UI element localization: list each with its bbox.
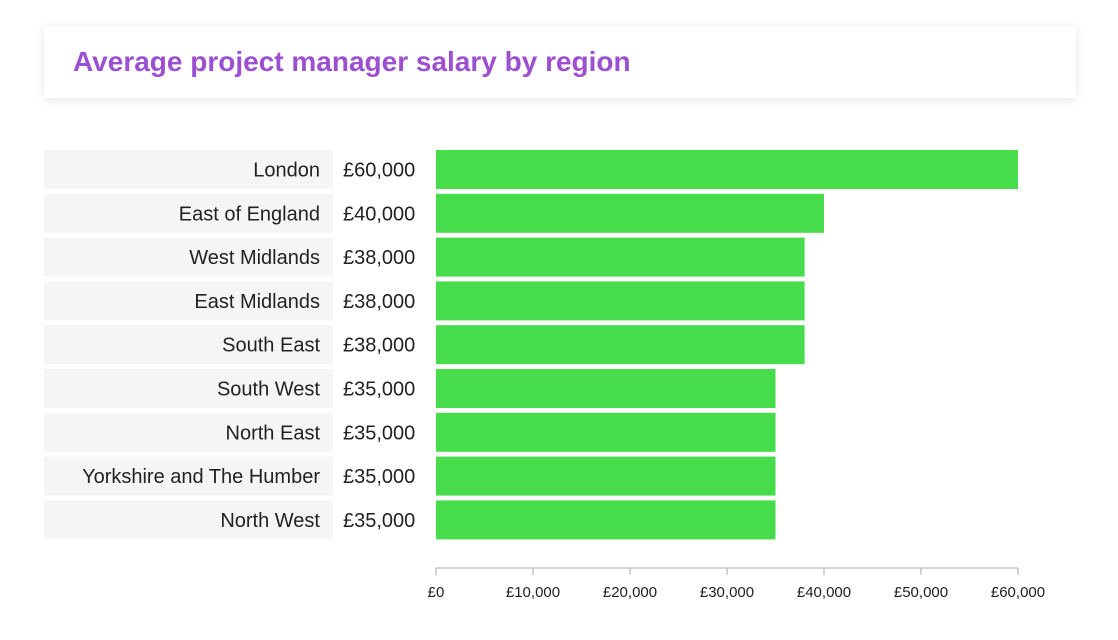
- bar: [436, 500, 776, 540]
- category-label: South West: [217, 379, 320, 401]
- category-label: North East: [226, 422, 321, 444]
- x-tick-label: £40,000: [797, 584, 851, 601]
- category-row-background: [44, 412, 333, 452]
- category-row-background: [44, 369, 333, 408]
- category-label: South East: [222, 335, 320, 357]
- value-label: £35,000: [343, 466, 415, 488]
- category-row-background: [44, 237, 333, 277]
- category-label: North West: [220, 510, 320, 532]
- value-label: £40,000: [343, 203, 415, 225]
- category-label: East of England: [179, 203, 320, 225]
- bar: [436, 193, 824, 233]
- title-card: Average project manager salary by region: [44, 26, 1076, 98]
- value-label: £60,000: [343, 160, 415, 182]
- x-tick-label: £50,000: [894, 584, 948, 601]
- category-label: London: [253, 160, 320, 182]
- x-tick-label: £0: [428, 584, 445, 601]
- value-label: £35,000: [343, 510, 415, 532]
- category-label: Yorkshire and The Humber: [82, 466, 320, 488]
- value-label: £38,000: [343, 335, 415, 357]
- category-row-background: [44, 325, 333, 365]
- value-label: £35,000: [343, 379, 415, 401]
- bar: [436, 325, 805, 365]
- bar: [436, 150, 1018, 189]
- category-row-background: [44, 456, 333, 496]
- category-label: East Midlands: [194, 291, 320, 313]
- bar: [436, 369, 776, 408]
- category-row-background: [44, 150, 333, 189]
- bar: [436, 412, 776, 452]
- bar: [436, 456, 776, 496]
- value-label: £35,000: [343, 422, 415, 444]
- chart-title: Average project manager salary by region: [73, 46, 631, 77]
- x-tick-label: £10,000: [506, 584, 560, 601]
- category-row-background: [44, 193, 333, 233]
- x-tick-label: £30,000: [700, 584, 754, 601]
- category-row-background: [44, 281, 333, 321]
- bar: [436, 281, 805, 321]
- category-row-background: [44, 500, 333, 540]
- category-label: West Midlands: [189, 247, 320, 269]
- bar: [436, 237, 805, 277]
- value-label: £38,000: [343, 247, 415, 269]
- value-label: £38,000: [343, 291, 415, 313]
- x-tick-label: £60,000: [991, 584, 1045, 601]
- x-tick-label: £20,000: [603, 584, 657, 601]
